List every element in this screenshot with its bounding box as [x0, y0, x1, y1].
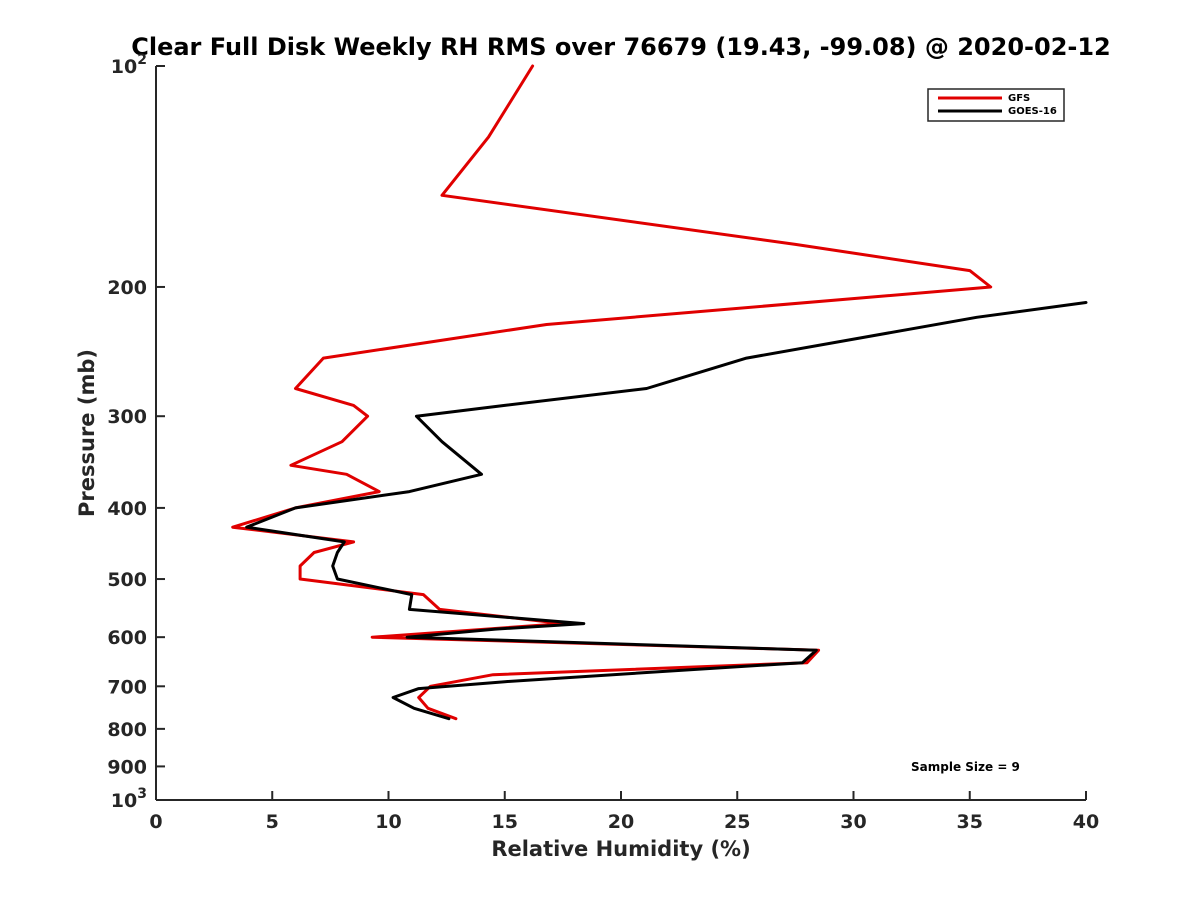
x-tick-label: 40 [1073, 811, 1099, 833]
series-line-gfs [231, 64, 993, 721]
x-tick-label: 35 [957, 811, 983, 833]
y-tick-label: 700 [107, 676, 147, 698]
legend-label-gfs: GFS [1008, 93, 1030, 104]
y-tick-label: 300 [107, 406, 147, 428]
x-tick-label: 30 [840, 811, 866, 833]
y-tick-label: 500 [107, 569, 147, 591]
x-tick-label: 20 [608, 811, 634, 833]
legend: GFS GOES-16 [927, 88, 1065, 122]
x-ticks: 0 5 10 15 20 25 30 35 40 [149, 791, 1099, 833]
y-tick-label: 103 [111, 786, 147, 812]
y-tick-label: 600 [107, 627, 147, 649]
sample-size-annotation: Sample Size = 9 [911, 760, 1020, 774]
axes [155, 66, 1086, 801]
y-ticks: 102 200 300 400 500 600 700 800 900 103 [107, 52, 165, 812]
plot-lines [231, 64, 1088, 721]
series-line-goes16 [245, 301, 1088, 721]
y-tick-label: 900 [107, 756, 147, 778]
y-tick-label: 200 [107, 277, 147, 299]
y-tick-label: 400 [107, 498, 147, 520]
x-tick-label: 25 [724, 811, 750, 833]
legend-label-goes16: GOES-16 [1008, 106, 1057, 117]
chart-title: Clear Full Disk Weekly RH RMS over 76679… [131, 33, 1111, 61]
y-tick-label: 800 [107, 719, 147, 741]
y-axis-label: Pressure (mb) [75, 349, 99, 517]
x-tick-label: 5 [266, 811, 279, 833]
x-axis-label: Relative Humidity (%) [491, 837, 750, 861]
x-tick-label: 10 [375, 811, 401, 833]
y-tick-label: 102 [111, 52, 147, 78]
x-tick-label: 0 [149, 811, 162, 833]
legend-box [927, 88, 1065, 122]
x-tick-label: 15 [492, 811, 518, 833]
